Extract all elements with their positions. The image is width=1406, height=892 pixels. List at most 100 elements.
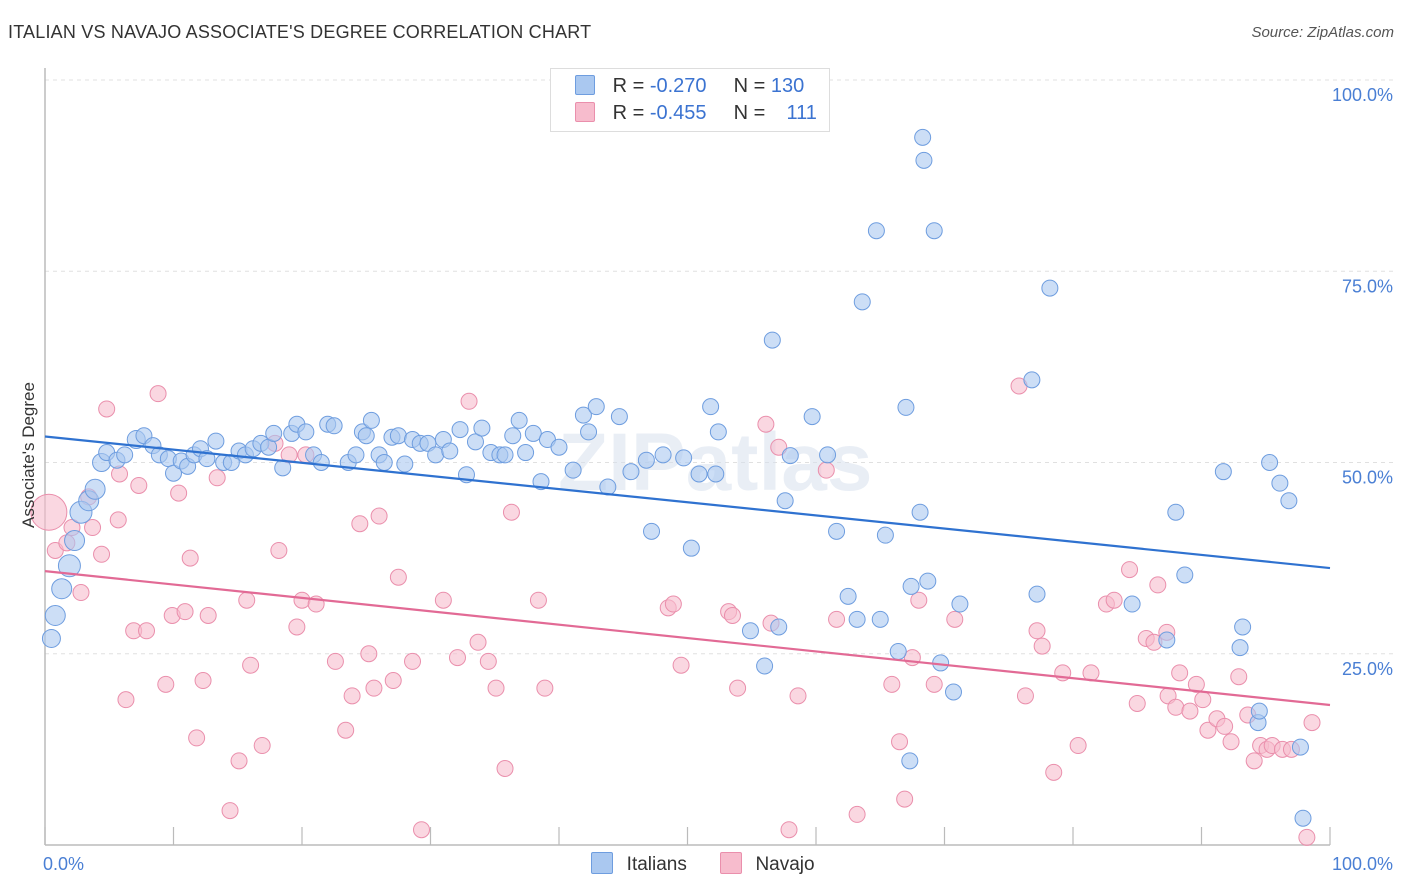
navajo-point bbox=[242, 656, 260, 674]
navajo-point bbox=[434, 591, 452, 609]
series-legend: Italians Navajo bbox=[0, 852, 1406, 876]
italians-point bbox=[839, 587, 857, 605]
navajo-point bbox=[199, 607, 217, 624]
navajo-point bbox=[664, 595, 682, 613]
italians-point bbox=[654, 446, 672, 464]
italians-point bbox=[770, 618, 788, 636]
navajo-point bbox=[1149, 576, 1167, 594]
navajo-point bbox=[181, 549, 199, 567]
navajo-point bbox=[208, 469, 226, 487]
legend-item-italians[interactable]: Italians bbox=[591, 852, 687, 876]
italians-point bbox=[1167, 503, 1185, 521]
y-axis-title: Associate's Degree bbox=[19, 382, 38, 528]
navajo-point bbox=[1216, 717, 1234, 735]
italians-point bbox=[643, 522, 661, 540]
x-tick-label: 100.0% bbox=[1332, 854, 1393, 874]
navajo-point bbox=[109, 511, 127, 529]
italians-point bbox=[848, 610, 866, 628]
trend-lines bbox=[44, 435, 1331, 707]
navajo-point bbox=[1298, 828, 1316, 846]
navajo-point bbox=[194, 672, 212, 690]
navajo-point bbox=[536, 679, 554, 697]
italians-point bbox=[564, 461, 582, 479]
navajo-point bbox=[288, 618, 306, 636]
navajo-point bbox=[529, 591, 547, 609]
navajo-point bbox=[1105, 591, 1123, 609]
italians-point bbox=[41, 628, 61, 648]
y-tick-label: 25.0% bbox=[1342, 659, 1393, 679]
navajo-point bbox=[469, 633, 487, 651]
navajo-point bbox=[413, 821, 431, 839]
legend-r-value: -0.455 bbox=[649, 102, 707, 124]
navajo-point bbox=[1230, 668, 1248, 686]
italians-point bbox=[325, 417, 343, 435]
italians-point bbox=[1294, 809, 1312, 827]
italians-point bbox=[44, 605, 66, 626]
navajo-point bbox=[460, 392, 478, 410]
italians-point bbox=[897, 398, 915, 416]
legend-row-italians: R = -0.270 N = 130 bbox=[575, 75, 804, 101]
italians-point bbox=[580, 423, 598, 441]
italians-point bbox=[1271, 474, 1289, 492]
italians-point bbox=[915, 151, 933, 169]
navajo-point bbox=[487, 679, 505, 697]
navajo-point bbox=[351, 515, 369, 533]
italians-point bbox=[756, 657, 774, 675]
italians-point bbox=[1176, 566, 1194, 584]
navajo-trend-line bbox=[44, 570, 1331, 707]
navajo-point bbox=[1187, 675, 1205, 693]
navajo-point bbox=[448, 649, 466, 667]
italians-point bbox=[1234, 618, 1252, 636]
italians-swatch bbox=[575, 75, 595, 95]
navajo-point bbox=[270, 541, 288, 559]
italians-point bbox=[919, 572, 937, 590]
navajo-point bbox=[360, 645, 378, 663]
navajo-point bbox=[93, 545, 111, 563]
navajo-point bbox=[896, 790, 914, 808]
navajo-point bbox=[828, 610, 846, 628]
navajo-point bbox=[1194, 691, 1212, 709]
italians-point bbox=[702, 398, 720, 416]
navajo-point bbox=[1171, 664, 1189, 682]
navajo-point bbox=[30, 493, 68, 531]
navajo-point bbox=[1121, 561, 1139, 579]
italians-point bbox=[496, 446, 514, 464]
navajo-point bbox=[883, 675, 901, 693]
navajo-point bbox=[230, 752, 248, 770]
navajo-point bbox=[789, 687, 807, 705]
navajo-point bbox=[1167, 698, 1185, 716]
legend-r-value: -0.270 bbox=[649, 75, 707, 97]
italians-point bbox=[207, 432, 225, 450]
italians-point bbox=[504, 427, 522, 445]
navajo-point bbox=[910, 591, 928, 609]
italians-point bbox=[853, 293, 871, 311]
italians-legend-swatch bbox=[591, 852, 614, 874]
navajo-point bbox=[170, 484, 188, 502]
navajo-point bbox=[1016, 687, 1034, 705]
italians-point bbox=[357, 427, 375, 445]
legend-item-navajo[interactable]: Navajo bbox=[720, 852, 815, 876]
legend-n-label: N = bbox=[733, 102, 766, 124]
italians-point bbox=[902, 577, 920, 595]
navajo-point bbox=[496, 760, 514, 777]
navajo-point bbox=[1045, 763, 1063, 781]
navajo-point bbox=[729, 679, 747, 697]
navajo-point bbox=[1245, 752, 1263, 770]
navajo-point bbox=[238, 591, 256, 609]
navajo-point bbox=[365, 679, 383, 697]
italians-point bbox=[867, 222, 885, 240]
italians-point bbox=[1123, 595, 1141, 613]
y-tick-label: 100.0% bbox=[1332, 85, 1393, 105]
italians-point bbox=[828, 522, 846, 540]
navajo-point bbox=[817, 461, 835, 479]
italians-point bbox=[1041, 279, 1059, 297]
italians-point bbox=[1214, 463, 1232, 481]
italians-point bbox=[819, 446, 837, 464]
italians-point bbox=[427, 446, 445, 464]
navajo-point bbox=[757, 415, 775, 433]
italians-point bbox=[914, 128, 932, 146]
italians-point bbox=[389, 427, 407, 445]
navajo-point bbox=[326, 652, 344, 670]
italians-point bbox=[1028, 585, 1046, 603]
italians-point bbox=[198, 450, 216, 468]
